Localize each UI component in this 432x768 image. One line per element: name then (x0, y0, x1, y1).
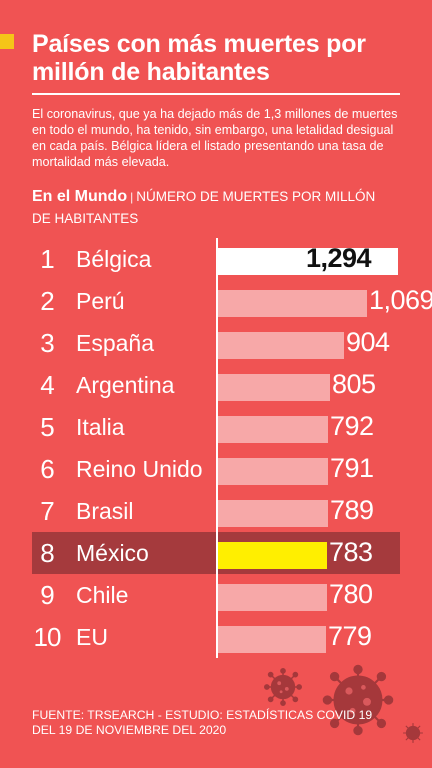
rank-label: 4 (40, 370, 54, 400)
bar-row: 4 Argentina 805 (0, 364, 432, 406)
bar (218, 332, 344, 359)
bar-row: 6 Reino Unido 791 (0, 448, 432, 490)
rank-label: 10 (33, 622, 62, 652)
bar-row: 9 Chile 780 (0, 574, 432, 616)
bar-row: 1 Bélgica 1,294 (0, 238, 432, 280)
bar (218, 248, 398, 275)
category-label: México (76, 540, 149, 566)
category-label: EU (76, 624, 108, 650)
value-label: 904 (346, 327, 390, 357)
bar-row: 2 Perú 1,069 (0, 280, 432, 322)
value-label: 783 (329, 537, 373, 567)
bar (218, 416, 328, 443)
virus-icon (264, 668, 302, 706)
rank-label: 8 (40, 538, 54, 568)
bar (218, 290, 367, 317)
value-label: 791 (330, 453, 374, 483)
value-label: 805 (332, 369, 376, 399)
value-label: 779 (328, 621, 372, 651)
value-label: 1,294 (306, 243, 372, 273)
rank-label: 9 (40, 580, 54, 610)
chart-subtitle: En el Mundo | NÚMERO DE MUERTES POR MILLÓN… (32, 186, 392, 229)
bar (218, 542, 327, 569)
rank-label: 2 (40, 286, 54, 316)
bar-row: 3 España 904 (0, 322, 432, 364)
bar (218, 458, 328, 485)
bar-row: 5 Italia 792 (0, 406, 432, 448)
subtitle-measure: NÚMERO DE MUERTES POR MILLÓN DE HABITANT… (32, 189, 376, 226)
value-label: 789 (330, 495, 374, 525)
accent-square (0, 34, 14, 49)
bar-row: 10 EU 779 (0, 616, 432, 658)
virus-icon (322, 664, 394, 736)
bar-chart: 1 Bélgica 1,294 2 Perú 1,069 3 España 904 4 Argent… (0, 238, 432, 658)
category-label: Argentina (76, 372, 175, 398)
virus-icon (403, 723, 423, 743)
title-divider (32, 93, 400, 95)
bar (218, 500, 328, 527)
category-label: Perú (76, 288, 125, 314)
category-label: Bélgica (76, 246, 152, 272)
bar-row: 8 México 783 (0, 532, 432, 574)
axis-line (216, 238, 218, 658)
rank-label: 3 (40, 328, 54, 358)
value-label: 1,069 (369, 285, 432, 315)
subtitle-separator: | (130, 190, 134, 204)
bar (218, 584, 327, 611)
value-label: 792 (330, 411, 374, 441)
bar (218, 374, 330, 401)
category-label: Chile (76, 582, 129, 608)
bar (218, 626, 326, 653)
source-note: FUENTE: TRSEARCH - ESTUDIO: ESTADÍSTICAS… (32, 708, 373, 737)
rank-label: 6 (40, 454, 54, 484)
value-label: 780 (329, 579, 373, 609)
category-label: Italia (76, 414, 125, 440)
intro-text: El coronavirus, que ya ha dejado más de … (32, 107, 398, 169)
rank-label: 7 (40, 496, 54, 526)
page-title: Países con más muertes por millón de hab… (32, 30, 366, 86)
rank-label: 5 (40, 412, 54, 442)
subtitle-region: En el Mundo (32, 188, 128, 205)
rank-label: 1 (40, 244, 54, 274)
category-label: Brasil (76, 498, 134, 524)
category-label: Reino Unido (76, 456, 203, 482)
category-label: España (76, 330, 155, 356)
bar-row: 7 Brasil 789 (0, 490, 432, 532)
